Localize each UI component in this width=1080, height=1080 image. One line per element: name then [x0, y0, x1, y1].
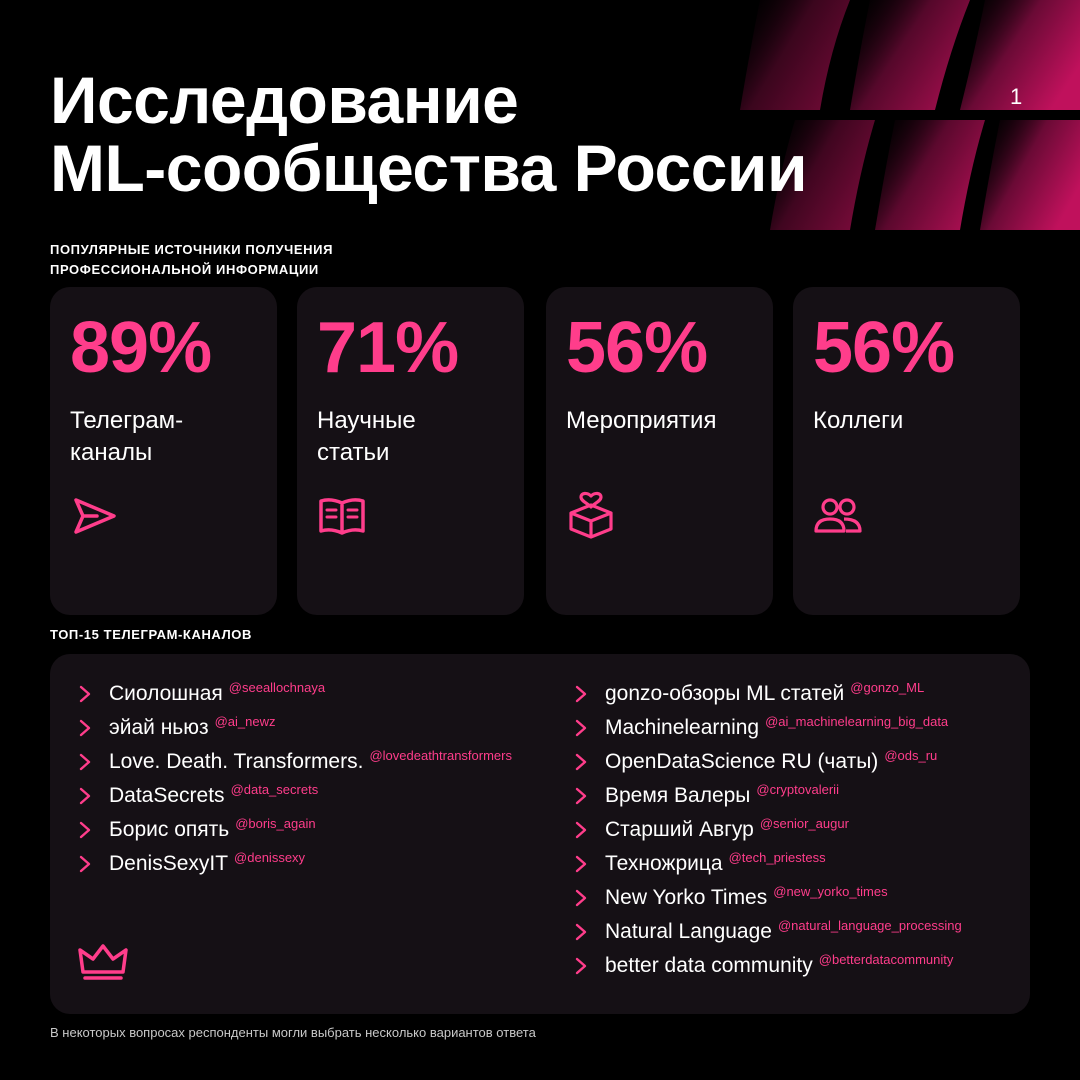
- card-label-line-2: каналы: [70, 439, 153, 466]
- sources-heading-line-1: ПОПУЛЯРНЫЕ ИСТОЧНИКИ ПОЛУЧЕНИЯ: [50, 242, 334, 257]
- users-icon: [814, 498, 862, 533]
- card-colleagues: 56% Коллеги: [793, 287, 1020, 615]
- channel-handle[interactable]: @gonzo_ML: [850, 680, 925, 695]
- crown-icon: [78, 944, 128, 980]
- card-percent: 71%: [317, 308, 459, 388]
- chevron-right-icon: [79, 753, 91, 771]
- channel-name: Natural Language @natural_language_proces…: [605, 918, 962, 943]
- channel-handle[interactable]: @seeallochnaya: [228, 680, 326, 695]
- channel-handle[interactable]: @lovedeathtransformers: [369, 748, 512, 763]
- channel-handle[interactable]: @senior_augur: [759, 816, 849, 831]
- channel-name: DataSecrets @data_secrets: [109, 782, 319, 807]
- channel-handle[interactable]: @ai_machinelearning_big_data: [765, 714, 949, 729]
- channel-name: Техножрица @tech_priestess: [605, 850, 826, 875]
- chevron-right-icon: [575, 889, 587, 907]
- book-icon: [319, 498, 365, 535]
- channel-name: Время Валеры @cryptovalerii: [605, 782, 839, 807]
- channel-handle[interactable]: @cryptovalerii: [756, 782, 839, 797]
- channel-handle[interactable]: @ods_ru: [884, 748, 938, 763]
- card-label: Телеграм- каналы: [70, 405, 260, 469]
- chevron-right-icon: [575, 787, 587, 805]
- channel-name: DenisSexyIT @denissexy: [109, 850, 306, 875]
- decorative-stripes: [740, 0, 1080, 230]
- card-label-line-1: Мероприятия: [566, 407, 717, 434]
- channel-name: Борис опять @boris_again: [109, 816, 316, 841]
- chevron-right-icon: [575, 753, 587, 771]
- channel-name: better data community @betterdatacommunit…: [605, 952, 954, 977]
- page-title: Исследование ML-сообщества России: [50, 63, 808, 205]
- card-label-line-1: Научные: [317, 407, 416, 434]
- gift-box-heart-icon: [569, 491, 613, 539]
- channel-name: Machinelearning @ai_machinelearning_big_d…: [605, 714, 949, 739]
- card-percent: 89%: [70, 308, 212, 388]
- chevron-right-icon: [575, 855, 587, 873]
- chevron-right-icon: [575, 957, 587, 975]
- chevron-right-icon: [575, 923, 587, 941]
- channels-heading: ТОП-15 ТЕЛЕГРАМ-КАНАЛОВ: [50, 627, 253, 642]
- channel-handle[interactable]: @natural_language_processing: [777, 918, 962, 933]
- card-label: Научные статьи: [317, 405, 507, 469]
- title-line-1: Исследование: [50, 63, 519, 137]
- channel-handle[interactable]: @ai_newz: [214, 714, 276, 729]
- chevron-right-icon: [575, 821, 587, 839]
- card-label: Мероприятия: [566, 405, 756, 437]
- channel-name: Старший Авгур @senior_augur: [605, 816, 849, 841]
- chevron-right-icon: [79, 855, 91, 873]
- channel-handle[interactable]: @new_yorko_times: [773, 884, 888, 899]
- title-line-2: ML-сообщества России: [50, 131, 808, 205]
- chevron-right-icon: [79, 719, 91, 737]
- sources-heading: ПОПУЛЯРНЫЕ ИСТОЧНИКИ ПОЛУЧЕНИЯ ПРОФЕССИО…: [50, 240, 333, 280]
- chevron-right-icon: [79, 821, 91, 839]
- channels-panel: Сиолошная @seeallochnaya эйай ньюз @ai_new…: [50, 654, 1030, 1014]
- channel-name: New Yorko Times @new_yorko_times: [605, 884, 888, 909]
- channel-name: эйай ньюз @ai_newz: [109, 714, 276, 739]
- channel-name: Сиолошная @seeallochnaya: [109, 680, 326, 705]
- channel-handle[interactable]: @tech_priestess: [728, 850, 826, 865]
- channel-name: gonzo-обзоры ML статей @gonzo_ML: [605, 680, 925, 705]
- card-label-line-1: Коллеги: [813, 407, 904, 434]
- channel-handle[interactable]: @boris_again: [235, 816, 316, 831]
- chevron-right-icon: [79, 787, 91, 805]
- sources-heading-line-2: ПРОФЕССИОНАЛЬНОЙ ИНФОРМАЦИИ: [50, 262, 319, 277]
- chevron-right-icon: [79, 685, 91, 703]
- channel-name: OpenDataScience RU (чаты) @ods_ru: [605, 748, 938, 773]
- card-percent: 56%: [813, 308, 955, 388]
- card-articles: 71% Научные статьи: [297, 287, 524, 615]
- card-telegram: 89% Телеграм- каналы: [50, 287, 277, 615]
- page-number: 1: [1010, 84, 1023, 109]
- card-label-line-1: Телеграм-: [70, 407, 184, 434]
- channel-name: Love. Death. Transformers. @lovedeathtran…: [109, 748, 512, 773]
- channel-handle[interactable]: @betterdatacommunity: [818, 952, 954, 967]
- card-label-line-2: статьи: [317, 439, 390, 466]
- card-label: Коллеги: [813, 405, 1003, 437]
- chevron-right-icon: [575, 719, 587, 737]
- footnote: В некоторых вопросах респонденты могли в…: [50, 1025, 536, 1040]
- card-percent: 56%: [566, 308, 708, 388]
- channel-handle[interactable]: @denissexy: [234, 850, 306, 865]
- card-events: 56% Мероприятия: [546, 287, 773, 615]
- send-icon: [74, 498, 116, 534]
- source-cards: 89% Телеграм- каналы 71% Научные статьи …: [50, 287, 1020, 615]
- chevron-right-icon: [575, 685, 587, 703]
- channel-handle[interactable]: @data_secrets: [230, 782, 319, 797]
